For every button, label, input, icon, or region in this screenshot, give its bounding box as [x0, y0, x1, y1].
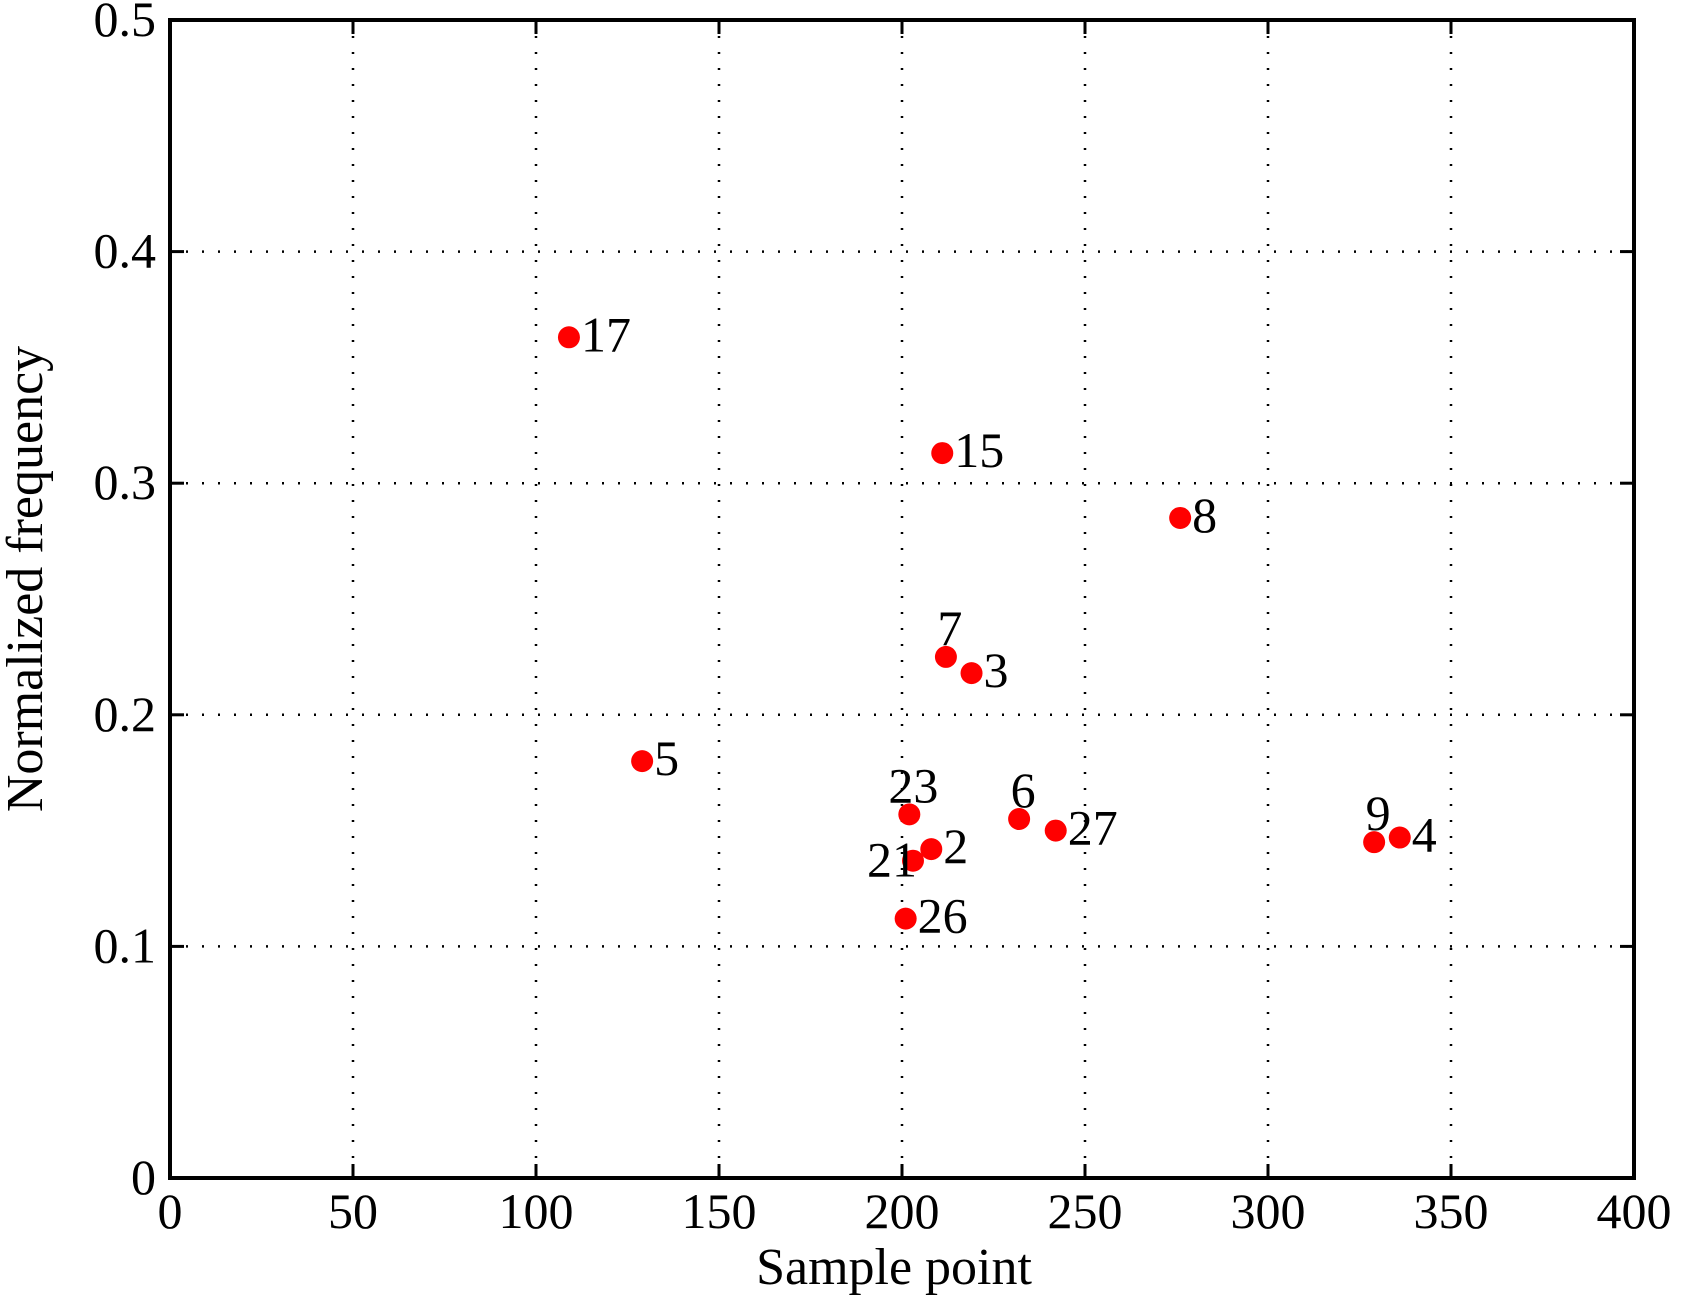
- x-tick-label: 150: [682, 1183, 757, 1239]
- grid-lines: [170, 20, 1634, 1178]
- x-axis-title: Sample point: [756, 1239, 1032, 1296]
- x-tick-label: 250: [1048, 1183, 1123, 1239]
- y-axis-title: Normalized frequency: [0, 346, 54, 812]
- x-tick-label: 200: [865, 1183, 940, 1239]
- data-point: [557, 326, 580, 349]
- data-point-label: 3: [984, 642, 1009, 698]
- y-tick-label: 0.4: [94, 223, 157, 279]
- y-tick-label: 0.3: [94, 454, 157, 510]
- data-point: [1363, 831, 1386, 854]
- data-point-label: 23: [888, 757, 938, 813]
- data-point: [1044, 819, 1067, 842]
- data-point: [931, 442, 954, 465]
- data-point: [898, 803, 921, 826]
- y-tick-label: 0: [131, 1149, 156, 1205]
- data-point-label: 8: [1192, 487, 1217, 543]
- data-point-label: 4: [1412, 807, 1437, 863]
- data-point: [1008, 808, 1031, 831]
- x-tick-label: 100: [499, 1183, 574, 1239]
- y-tick-label: 0.1: [94, 917, 157, 973]
- data-point-label: 26: [918, 888, 968, 944]
- plot-frame: [168, 18, 1636, 1180]
- data-point-label: 27: [1068, 800, 1118, 856]
- data-point: [960, 662, 983, 685]
- data-point: [1388, 826, 1411, 849]
- data-points: [557, 326, 1411, 930]
- data-point: [920, 838, 943, 861]
- data-point-label: 7: [937, 600, 962, 656]
- data-point: [901, 849, 924, 872]
- y-tick-label: 0.2: [94, 686, 157, 742]
- x-tick-label: 350: [1414, 1183, 1489, 1239]
- data-point: [934, 645, 957, 668]
- x-tick-label: 50: [328, 1183, 378, 1239]
- data-point-label: 15: [954, 422, 1004, 478]
- data-point-label: 5: [654, 730, 679, 786]
- data-point-label: 9: [1366, 785, 1391, 841]
- tick-marks: [168, 18, 1636, 1180]
- y-tick-label: 0.5: [94, 0, 157, 47]
- x-tick-label: 0: [158, 1183, 183, 1239]
- x-tick-labels: 0 50 100 150 200 250 300 350 400: [158, 1183, 1672, 1239]
- data-point: [631, 750, 654, 773]
- x-tick-label: 300: [1231, 1183, 1306, 1239]
- x-tick-label: 400: [1597, 1183, 1672, 1239]
- data-point-label: 21: [867, 832, 917, 888]
- y-tick-labels: 0 0.1 0.2 0.3 0.4 0.5: [94, 0, 157, 1205]
- data-point: [894, 907, 917, 930]
- data-point: [1169, 506, 1192, 529]
- data-point-label: 6: [1011, 762, 1036, 818]
- data-point-label: 2: [943, 818, 968, 874]
- data-point-label: 17: [581, 306, 631, 362]
